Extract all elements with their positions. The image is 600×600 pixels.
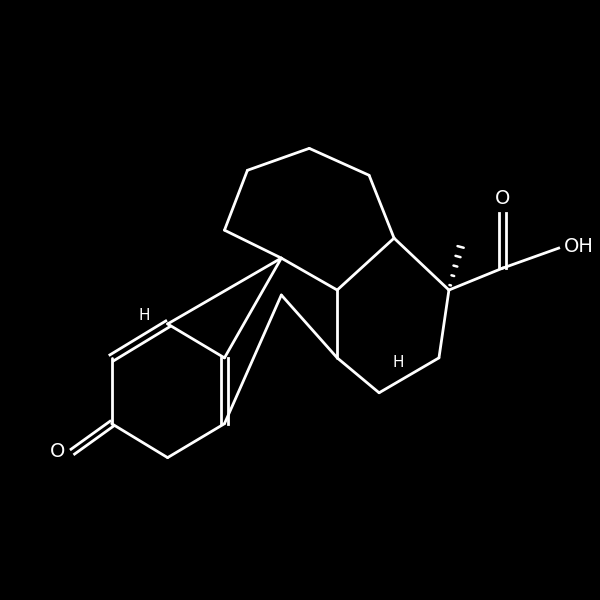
Text: O: O bbox=[495, 189, 511, 208]
Text: H: H bbox=[392, 355, 404, 370]
Text: H: H bbox=[138, 308, 149, 323]
Text: O: O bbox=[49, 442, 65, 461]
Text: OH: OH bbox=[563, 236, 593, 256]
